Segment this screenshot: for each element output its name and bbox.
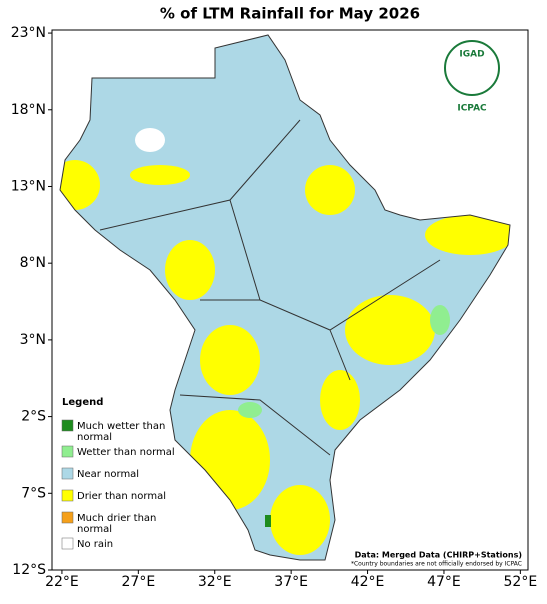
x-tick-label: 52°E	[504, 574, 538, 590]
legend-swatch	[61, 537, 74, 550]
legend-swatch	[61, 511, 74, 524]
logo-org: ICPAC	[457, 104, 487, 114]
map-title: % of LTM Rainfall for May 2026	[160, 5, 420, 23]
legend-swatch	[61, 419, 74, 432]
footnote: *Country boundaries are not officially e…	[351, 561, 522, 568]
legend-label: Much wetter than normal	[77, 421, 165, 443]
logo-name: IGAD	[459, 50, 484, 60]
legend-title: Legend	[62, 397, 103, 408]
x-tick-label: 47°E	[427, 574, 461, 590]
legend-label: No rain	[77, 539, 113, 550]
y-tick-label: 18°N	[11, 102, 46, 118]
x-tick-label: 22°E	[45, 574, 79, 590]
y-tick-label: 12°S	[12, 562, 46, 578]
y-tick-label: 7°S	[21, 485, 46, 501]
legend-swatch	[61, 489, 74, 502]
y-tick-label: 13°N	[11, 178, 46, 194]
y-tick-label: 2°S	[21, 409, 46, 425]
y-tick-label: 8°N	[20, 255, 46, 271]
legend-swatch	[61, 467, 74, 480]
data-source: Data: Merged Data (CHIRP+Stations)	[355, 551, 522, 560]
y-tick-label: 3°N	[20, 332, 46, 348]
y-tick-label: 23°N	[11, 25, 46, 41]
logo-emblem	[444, 40, 500, 96]
legend-label: Drier than normal	[77, 491, 166, 502]
legend-label: Much drier than normal	[77, 513, 156, 535]
legend-label: Wetter than normal	[77, 447, 175, 458]
country-boundary	[99, 119, 441, 456]
x-tick-label: 42°E	[351, 574, 385, 590]
logo: IGAD ICPAC	[444, 40, 500, 114]
x-tick-label: 32°E	[198, 574, 232, 590]
x-tick-label: 27°E	[122, 574, 156, 590]
legend: Legend Much wetter than normal Wetter than…	[61, 397, 175, 550]
x-tick-label: 37°E	[274, 574, 308, 590]
legend-swatch	[61, 445, 74, 458]
legend-label: Near normal	[77, 469, 139, 480]
